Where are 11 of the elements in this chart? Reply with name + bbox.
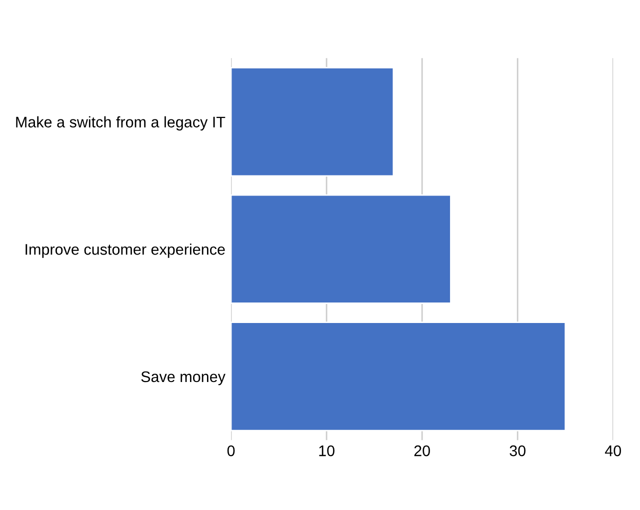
bar: [231, 322, 566, 432]
y-tick-label: Improve customer experience: [26, 244, 225, 258]
x-tick-label: 20: [414, 445, 430, 456]
y-tick-label: Save money: [141, 371, 226, 386]
x-tick-label: 40: [604, 445, 622, 456]
bar: [231, 66, 394, 177]
y-tick-label: Make a switch from a legacy IT: [16, 116, 226, 131]
x-tick-label: 30: [510, 445, 526, 456]
x-tick-label: 10: [319, 445, 334, 456]
x-tick-label: 0: [227, 445, 235, 456]
bar: [231, 194, 452, 304]
